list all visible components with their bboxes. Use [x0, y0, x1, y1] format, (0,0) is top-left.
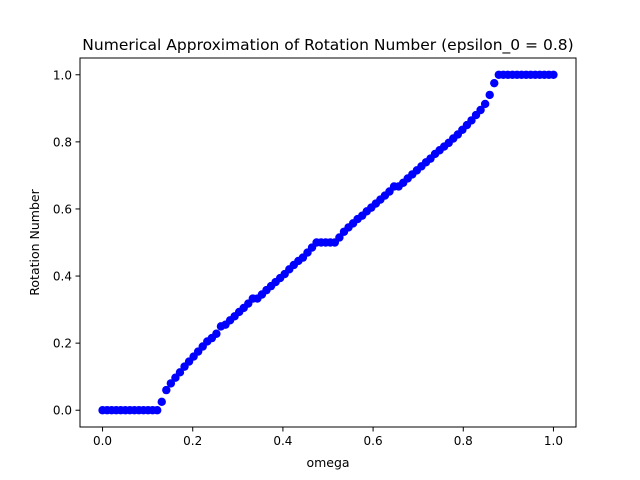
- data-point: [162, 385, 171, 395]
- data-point: [490, 78, 499, 88]
- chart-title: Numerical Approximation of Rotation Numb…: [82, 36, 573, 55]
- x-tick-label: 0.0: [93, 434, 112, 448]
- y-tick-label: 0.8: [53, 135, 72, 149]
- data-point: [335, 233, 344, 242]
- y-tick-label: 0.6: [53, 202, 72, 216]
- x-tick-label: 0.4: [273, 434, 292, 448]
- data-point: [480, 99, 490, 109]
- data-points: [98, 70, 558, 415]
- data-point: [485, 90, 494, 100]
- data-point: [549, 70, 558, 79]
- x-axis: 0.0 0.2 0.4 0.6 0.8 1.0: [93, 427, 563, 448]
- y-axis: 0.0 0.2 0.4 0.6 0.8 1.0: [53, 68, 80, 418]
- y-tick-label: 0.0: [53, 404, 72, 418]
- y-axis-label: Rotation Number: [27, 188, 42, 295]
- x-tick-label: 0.6: [364, 434, 383, 448]
- x-tick-label: 0.2: [183, 434, 202, 448]
- y-tick-label: 0.4: [53, 270, 72, 284]
- data-point: [212, 329, 221, 338]
- data-point: [175, 368, 185, 377]
- y-tick-label: 1.0: [53, 68, 72, 82]
- x-axis-label: omega: [306, 455, 349, 470]
- y-tick-label: 0.2: [53, 337, 72, 351]
- data-point: [166, 379, 176, 388]
- data-point: [152, 406, 162, 415]
- x-tick-label: 0.8: [454, 434, 473, 448]
- plot-frame: [79, 57, 577, 428]
- x-tick-label: 1.0: [544, 434, 563, 448]
- data-point: [157, 397, 166, 407]
- data-point: [476, 105, 485, 115]
